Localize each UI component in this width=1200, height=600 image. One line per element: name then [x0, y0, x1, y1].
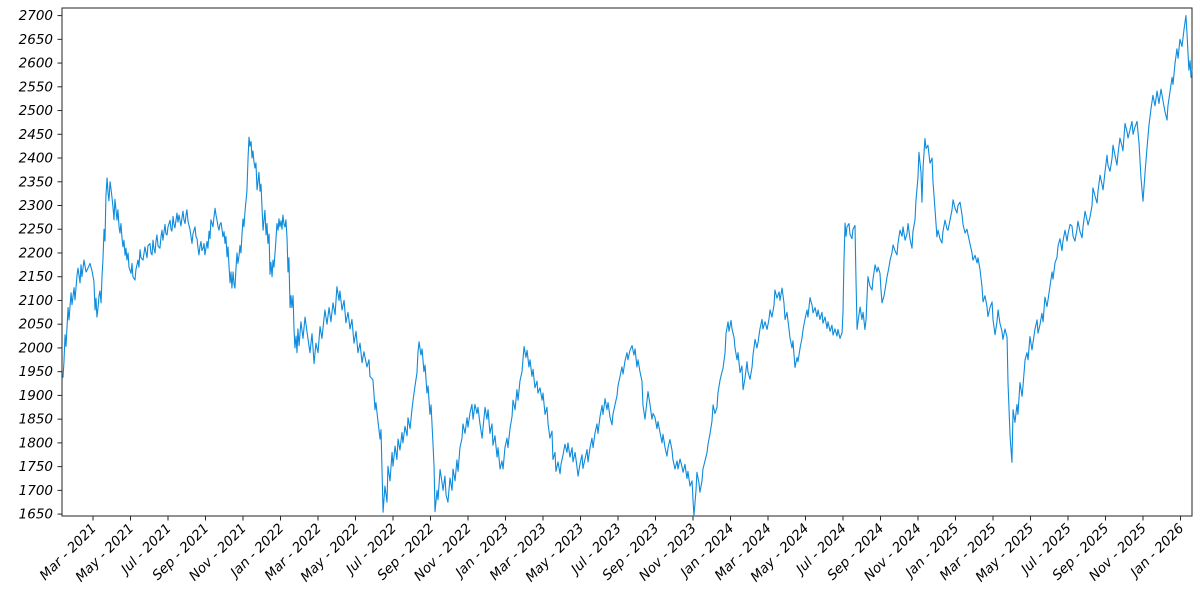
y-tick-label: 2550 — [19, 79, 53, 95]
price-series-line — [62, 15, 1193, 517]
y-tick-label: 2350 — [19, 174, 53, 190]
y-tick-label: 1750 — [19, 459, 53, 475]
y-tick-label: 2450 — [19, 127, 53, 143]
y-tick-label: 2300 — [19, 198, 53, 214]
y-tick-label: 1900 — [19, 388, 53, 404]
y-tick-label: 2200 — [19, 245, 53, 261]
y-tick-label: 2400 — [19, 151, 53, 167]
y-tick-label: 2250 — [19, 222, 53, 238]
y-tick-label: 2150 — [19, 269, 53, 285]
y-tick-label: 1700 — [19, 483, 53, 499]
plot-border — [61, 7, 1193, 517]
y-tick-label: 1850 — [19, 412, 53, 428]
y-tick-label: 2700 — [19, 8, 53, 24]
y-tick-label: 2650 — [19, 32, 53, 48]
y-tick-label: 1800 — [19, 435, 53, 451]
y-tick-label: 2050 — [19, 317, 53, 333]
y-tick-label: 2000 — [19, 340, 53, 356]
y-tick-label: 2500 — [19, 103, 53, 119]
y-tick-label: 1950 — [19, 364, 53, 380]
y-tick-label: 1650 — [19, 507, 53, 523]
y-tick-label: 2600 — [19, 56, 53, 72]
y-tick-label: 2100 — [19, 293, 53, 309]
